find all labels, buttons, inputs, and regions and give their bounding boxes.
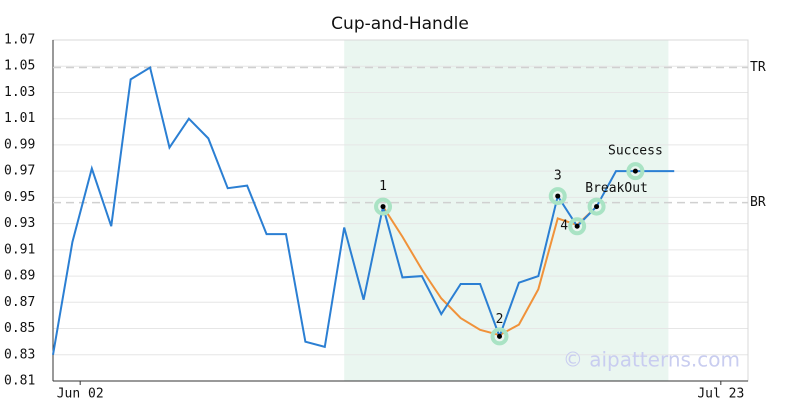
annotation-label: 4 — [560, 219, 568, 234]
y-tick-label: 0.85 — [4, 321, 35, 336]
y-tick-label: 0.81 — [4, 374, 35, 389]
y-tick-label: 0.91 — [4, 242, 35, 257]
y-tick-label: 1.07 — [4, 33, 35, 48]
annotation-label: BreakOut — [585, 181, 648, 196]
annotation-dot — [380, 204, 386, 210]
annotation-label: Success — [608, 144, 663, 159]
annotation-dot — [574, 223, 580, 229]
series-line — [52, 65, 675, 355]
x-tick-label: Jun 02 — [57, 387, 104, 402]
y-tick-label: 0.97 — [4, 164, 35, 179]
chart-title: Cup-and-Handle — [331, 14, 469, 34]
annotation-halo — [626, 162, 645, 181]
y-tick-label: 0.89 — [4, 269, 35, 284]
y-tick-label: 0.87 — [4, 295, 35, 310]
y-tick-label: 0.99 — [4, 137, 35, 152]
series-line — [382, 205, 598, 337]
annotation-label: 1 — [379, 179, 387, 194]
y-tick-label: 1.03 — [4, 85, 35, 100]
watermark: © aipatterns.com — [563, 348, 740, 372]
annotation-dot — [632, 168, 638, 174]
annotation-halo — [374, 197, 393, 216]
annotation-halo — [568, 217, 587, 236]
annotation-halo — [587, 197, 606, 216]
x-tick-label: Jul 23 — [697, 387, 744, 402]
level-label: BR — [750, 195, 766, 210]
annotation-dot — [594, 204, 600, 210]
pattern-region — [344, 40, 669, 381]
annotation-dot — [497, 333, 503, 339]
annotation-label: 2 — [496, 312, 504, 327]
y-tick-label: 0.83 — [4, 347, 35, 362]
y-tick-label: 1.05 — [4, 59, 35, 74]
annotation-halo — [490, 327, 509, 346]
y-tick-label: 1.01 — [4, 111, 35, 126]
annotation-dot — [555, 193, 561, 199]
y-tick-label: 0.93 — [4, 216, 35, 231]
annotation-halo — [548, 187, 567, 206]
annotation-label: 3 — [554, 169, 562, 184]
level-label: TR — [750, 60, 766, 75]
y-tick-label: 0.95 — [4, 190, 35, 205]
